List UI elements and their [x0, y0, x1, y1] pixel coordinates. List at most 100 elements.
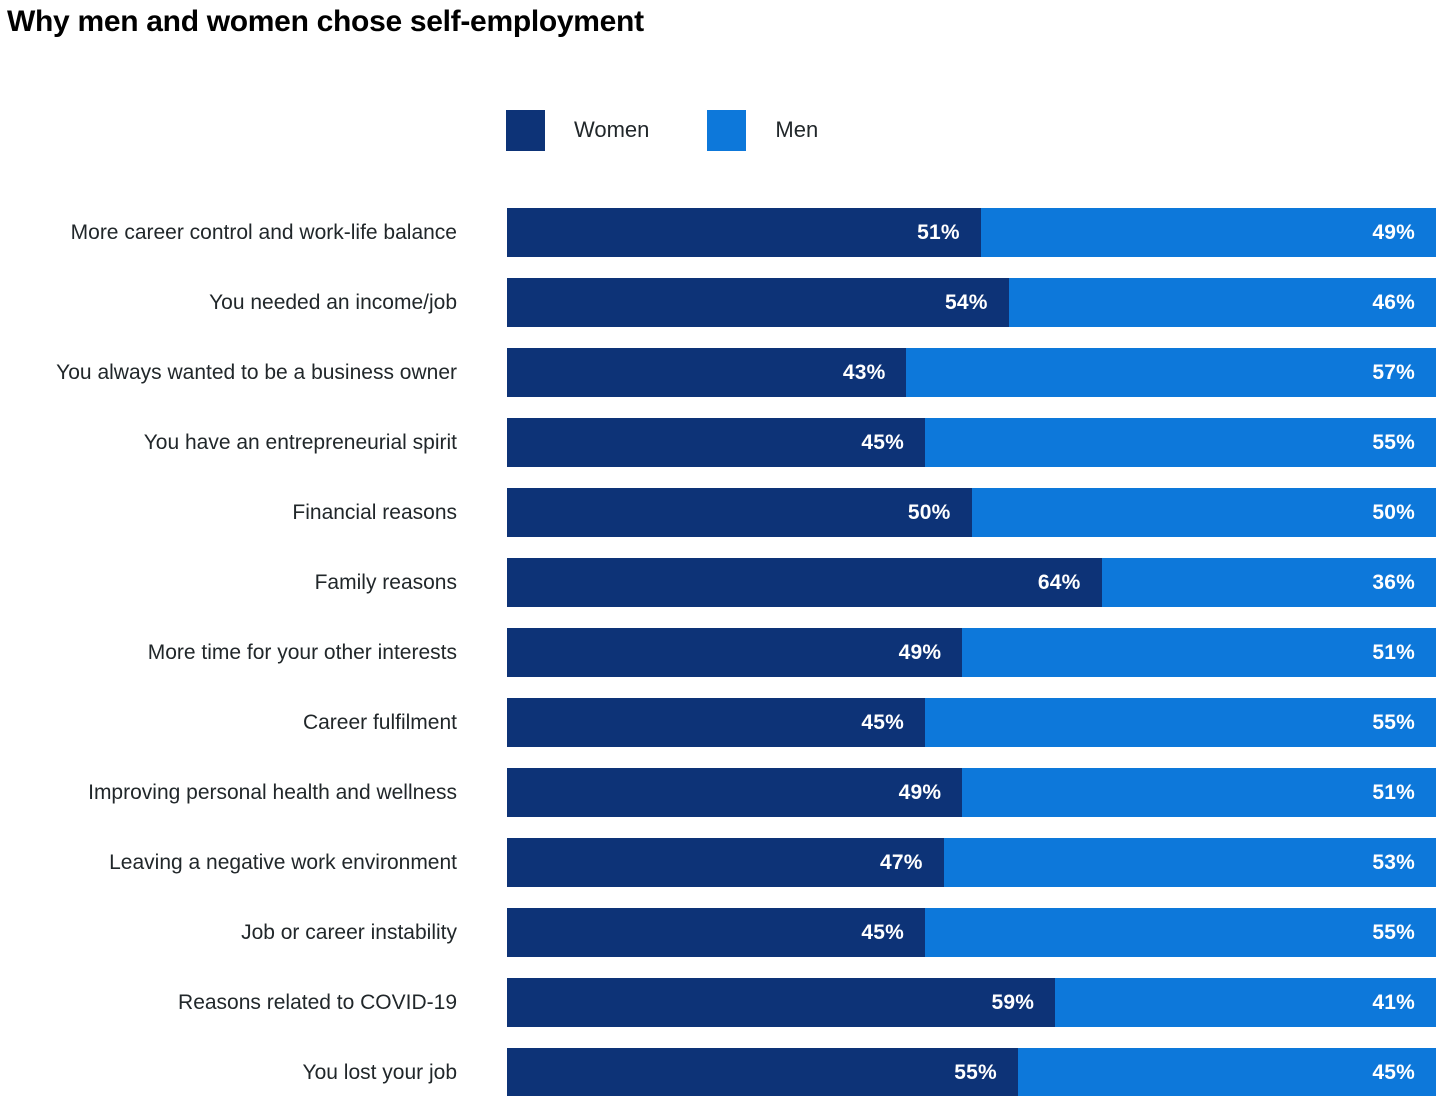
women-value-label: 43% — [842, 360, 886, 384]
women-value-label: 45% — [861, 430, 905, 454]
stacked-bar: 43% 57% — [507, 348, 1436, 397]
bar-row: Family reasons 64% 36% — [0, 558, 1440, 607]
bar-row: You have an entrepreneurial spirit 45% 55% — [0, 418, 1440, 467]
men-value-label: 55% — [1372, 710, 1415, 734]
women-bar-segment: 49% — [507, 768, 963, 817]
women-value-label: 45% — [861, 920, 905, 944]
women-bar-segment: 54% — [507, 278, 1009, 327]
men-bar-segment: 57% — [906, 348, 1436, 397]
category-label: You lost your job — [302, 1060, 458, 1084]
women-bar-segment: 43% — [507, 348, 907, 397]
women-value-label: 49% — [898, 640, 942, 664]
category-label: Leaving a negative work environment — [109, 850, 457, 874]
men-value-label: 50% — [1372, 500, 1415, 524]
category-label: You always wanted to be a business owner — [56, 360, 457, 384]
bar-row: Job or career instability 45% 55% — [0, 908, 1440, 957]
legend-label-women: Women — [574, 117, 650, 142]
bar-row: More time for your other interests 49% 51% — [0, 628, 1440, 677]
bar-row: You needed an income/job 54% 46% — [0, 278, 1440, 327]
men-value-label: 36% — [1372, 570, 1415, 594]
stacked-bar: 49% 51% — [507, 768, 1436, 817]
men-value-label: 57% — [1372, 360, 1415, 384]
category-label: More time for your other interests — [147, 640, 457, 664]
women-bar-segment: 59% — [507, 978, 1056, 1027]
women-value-label: 45% — [861, 710, 905, 734]
men-bar-segment: 51% — [962, 628, 1436, 677]
stacked-bar: 49% 51% — [507, 628, 1436, 677]
men-value-label: 45% — [1372, 1060, 1415, 1084]
category-label: You have an entrepreneurial spirit — [143, 430, 457, 454]
bar-row: You lost your job 55% 45% — [0, 1048, 1440, 1096]
men-value-label: 46% — [1372, 290, 1415, 314]
men-value-label: 51% — [1372, 780, 1415, 804]
women-value-label: 50% — [907, 500, 951, 524]
men-value-label: 49% — [1372, 220, 1415, 244]
men-bar-segment: 36% — [1101, 558, 1436, 607]
chart-title: Why men and women chose self-employment — [7, 5, 644, 38]
bar-row: More career control and work-life balanc… — [0, 208, 1440, 257]
category-label: Job or career instability — [241, 920, 457, 944]
bar-row: Reasons related to COVID-19 59% 41% — [0, 978, 1440, 1027]
men-bar-segment: 50% — [971, 488, 1436, 537]
men-bar-segment: 55% — [925, 908, 1436, 957]
stacked-bar: 45% 55% — [507, 908, 1436, 957]
bar-row: You always wanted to be a business owner… — [0, 348, 1440, 397]
women-value-label: 54% — [945, 290, 988, 314]
stacked-bar: 50% 50% — [507, 488, 1436, 537]
women-bar-segment: 45% — [507, 698, 926, 747]
category-label: Reasons related to COVID-19 — [178, 990, 457, 1014]
category-label: More career control and work-life balanc… — [70, 220, 457, 244]
men-value-label: 55% — [1372, 430, 1415, 454]
men-bar-segment: 45% — [1017, 1048, 1436, 1096]
bar-row: Improving personal health and wellness 49… — [0, 768, 1440, 817]
men-bar-segment: 55% — [925, 698, 1436, 747]
stacked-bar: 45% 55% — [507, 698, 1436, 747]
stacked-bar: 59% 41% — [507, 978, 1436, 1027]
women-bar-segment: 64% — [507, 558, 1102, 607]
category-label: Financial reasons — [292, 500, 457, 524]
legend-label-men: Men — [775, 117, 819, 142]
men-bar-segment: 55% — [925, 418, 1436, 467]
women-bar-segment: 47% — [507, 838, 944, 887]
stacked-bar: 45% 55% — [507, 418, 1436, 467]
women-value-label: 55% — [954, 1060, 997, 1084]
women-value-label: 49% — [898, 780, 942, 804]
bar-row: Leaving a negative work environment 47% 53… — [0, 838, 1440, 887]
women-bar-segment: 50% — [507, 488, 972, 537]
women-value-label: 64% — [1037, 570, 1081, 594]
legend: Women Men — [506, 109, 818, 151]
women-value-label: 51% — [917, 220, 960, 244]
men-bar-segment: 49% — [980, 208, 1436, 257]
stacked-bar: 47% 53% — [507, 838, 1436, 887]
category-label: Family reasons — [314, 570, 457, 594]
legend-swatch-men-icon — [707, 109, 747, 151]
women-bar-segment: 45% — [507, 908, 926, 957]
women-bar-segment: 55% — [507, 1048, 1018, 1096]
stacked-bar: 55% 45% — [507, 1048, 1436, 1096]
legend-swatch-women-icon — [506, 109, 545, 151]
women-bar-segment: 45% — [507, 418, 926, 467]
men-bar-segment: 51% — [962, 768, 1436, 817]
men-value-label: 51% — [1372, 640, 1415, 664]
women-bar-segment: 51% — [507, 208, 981, 257]
women-value-label: 47% — [879, 850, 923, 874]
men-bar-segment: 41% — [1055, 978, 1436, 1027]
men-bar-segment: 53% — [943, 838, 1436, 887]
category-label: Career fulfilment — [302, 710, 457, 734]
legend-item-men: Men — [707, 109, 819, 151]
women-value-label: 59% — [991, 990, 1035, 1014]
women-bar-segment: 49% — [507, 628, 963, 677]
stacked-bar: 64% 36% — [507, 558, 1436, 607]
men-bar-segment: 46% — [1008, 278, 1436, 327]
stacked-bar: 51% 49% — [507, 208, 1436, 257]
category-label: Improving personal health and wellness — [88, 780, 457, 804]
legend-item-women: Women — [506, 109, 650, 151]
stacked-bar: 54% 46% — [507, 278, 1436, 327]
category-label: You needed an income/job — [209, 290, 457, 314]
men-value-label: 41% — [1372, 990, 1415, 1014]
men-value-label: 53% — [1372, 850, 1415, 874]
bar-row: Financial reasons 50% 50% — [0, 488, 1440, 537]
bar-row: Career fulfilment 45% 55% — [0, 698, 1440, 747]
